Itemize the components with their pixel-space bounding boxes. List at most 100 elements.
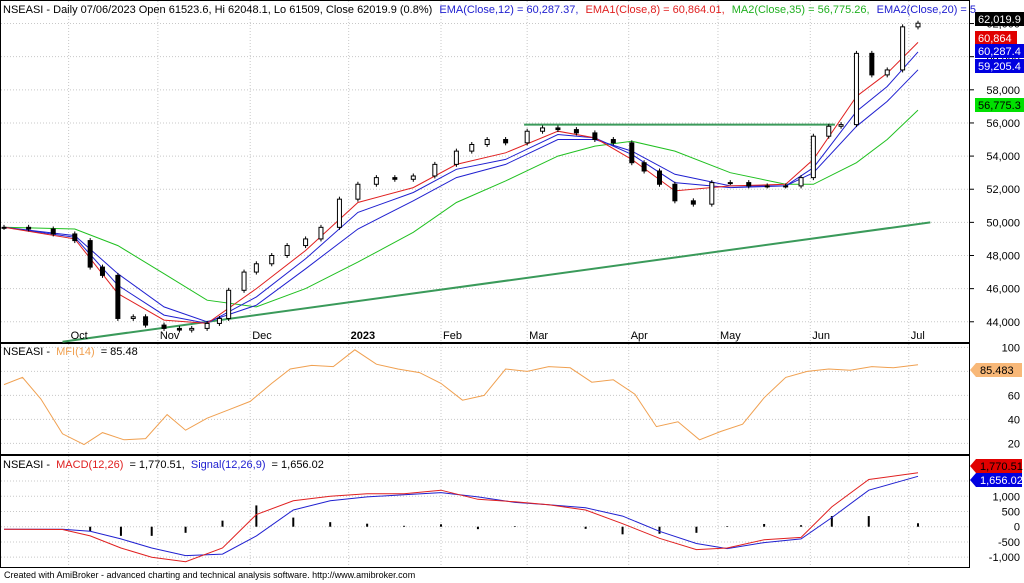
macd-ytick-label: 0	[1014, 522, 1020, 534]
x-axis-label: Oct	[71, 330, 88, 342]
x-axis-label: Dec	[252, 330, 272, 342]
candle-body	[690, 200, 696, 205]
macd-ytick-label: -500	[998, 537, 1020, 549]
price-ytick-label: 48,000	[986, 251, 1020, 263]
candle-body	[524, 130, 530, 144]
candle-body	[656, 170, 662, 185]
candle-body	[336, 198, 342, 228]
macd-ytick-label: 500	[1002, 507, 1020, 519]
macd-ytick-label: 1,000	[992, 491, 1020, 503]
candle-body	[727, 182, 733, 185]
candle-body	[629, 142, 635, 164]
price-ytick-label: 46,000	[986, 284, 1020, 296]
candle-body	[410, 175, 416, 180]
candle-body	[373, 177, 379, 185]
footer-credit: Created with AmiBroker - advanced charti…	[4, 570, 416, 580]
x-axis-label: Jul	[911, 330, 925, 342]
x-axis-label: Apr	[631, 330, 648, 342]
candle-body	[355, 183, 361, 200]
macd-header-signal-label: Signal(12,26,9)	[191, 459, 266, 471]
price-header-ema8: EMA1(Close,8) = 60,864.01,	[586, 4, 725, 16]
price-header-ema20: EMA2(Close,20) = 5	[877, 4, 976, 16]
value-label-signal: 1,656.02	[970, 473, 1023, 487]
candle-body	[318, 226, 324, 240]
ema12-line	[3, 51, 919, 324]
price-header: NSEASI - Daily 07/06/2023 Open 61523.6, …	[3, 4, 976, 16]
value-label-signal-text: 1,656.02	[980, 475, 1023, 487]
value-label-ema8-text: 60,864	[978, 33, 1012, 45]
x-axis-label: Nov	[160, 330, 180, 342]
candle-body	[216, 317, 222, 324]
price-panel-frame	[0, 0, 970, 343]
candle-body	[453, 150, 459, 165]
candle-body	[810, 135, 816, 179]
candle-body	[176, 327, 182, 331]
candle-body	[226, 289, 232, 319]
x-axis-label: Jun	[812, 330, 830, 342]
candle-body	[573, 129, 579, 134]
value-label-macd: 1,770.51	[970, 459, 1023, 473]
price-series-layer	[1, 20, 931, 343]
candle-body	[826, 125, 832, 137]
mfi-header-name: NSEASI -	[3, 346, 50, 358]
x-axis-label: Mar	[529, 330, 548, 342]
candle-body	[610, 139, 616, 144]
value-label-ema8: 60,864	[975, 31, 1017, 45]
ma35-line	[3, 109, 919, 308]
mfi-series-layer	[3, 349, 919, 446]
candle-body	[115, 274, 121, 319]
value-label-ema20: 59,205.4	[975, 59, 1024, 73]
candle-body	[130, 316, 136, 319]
candle-body	[1, 226, 7, 229]
candle-body	[540, 127, 546, 132]
macd-header-label: MACD(12,26)	[56, 459, 123, 471]
x-axis-label: May	[720, 330, 741, 342]
mfi-header-label: MFI(14)	[56, 346, 95, 358]
mfi-ytick-label: 40	[1008, 414, 1020, 426]
candle-body	[432, 163, 438, 177]
candle-body	[161, 324, 167, 329]
candle-body	[26, 226, 32, 230]
mfi-ytick-label: 20	[1008, 438, 1020, 450]
candle-body	[204, 322, 210, 329]
candle-body	[709, 182, 715, 205]
price-ytick-label: 52,000	[986, 184, 1020, 196]
ema20-line	[3, 69, 919, 323]
x-axis-label: Feb	[443, 330, 462, 342]
candle-body	[503, 139, 509, 144]
value-label-ma35: 56,775.3	[975, 98, 1024, 112]
mfi-header-value: = 85.48	[101, 346, 138, 358]
price-ytick-label: 54,000	[986, 151, 1020, 163]
candle-body	[303, 238, 309, 247]
candle-body	[869, 52, 875, 76]
candle-body	[189, 327, 195, 331]
mfi-header: NSEASI - MFI(14) = 85.48	[3, 346, 138, 358]
candle-body	[143, 316, 149, 326]
price-header-ma35: MA2(Close,35) = 56,775.26,	[732, 4, 870, 16]
mfi-line	[3, 349, 919, 446]
candle-body	[269, 255, 275, 265]
price-header-ema12: EMA(Close,12) = 60,287.37,	[439, 4, 578, 16]
signal-line	[3, 475, 919, 557]
macd-series-layer	[3, 472, 919, 563]
candle-body	[915, 22, 921, 28]
candle-body	[592, 132, 598, 141]
trendline	[62, 221, 931, 343]
ema8-line	[3, 42, 919, 324]
macd-ytick-label: -1,000	[989, 552, 1020, 564]
candle-body	[555, 127, 561, 131]
price-header-main: NSEASI - Daily 07/06/2023 Open 61523.6, …	[3, 4, 432, 16]
macd-header: NSEASI - MACD(12,26) = 1,770.51, Signal(…	[3, 459, 324, 471]
macd-line	[3, 472, 919, 563]
value-label-close: 62,019.9	[975, 12, 1024, 26]
candle-body	[50, 228, 56, 235]
macd-panel-frame	[0, 455, 970, 568]
candle-body	[484, 139, 490, 145]
value-label-mfi-text: 85.483	[980, 365, 1014, 377]
price-ytick-label: 50,000	[986, 217, 1020, 229]
mfi-ytick-label: 100	[1002, 342, 1020, 354]
candle-body	[99, 266, 105, 276]
value-label-ema12: 60,287.4	[975, 44, 1024, 58]
